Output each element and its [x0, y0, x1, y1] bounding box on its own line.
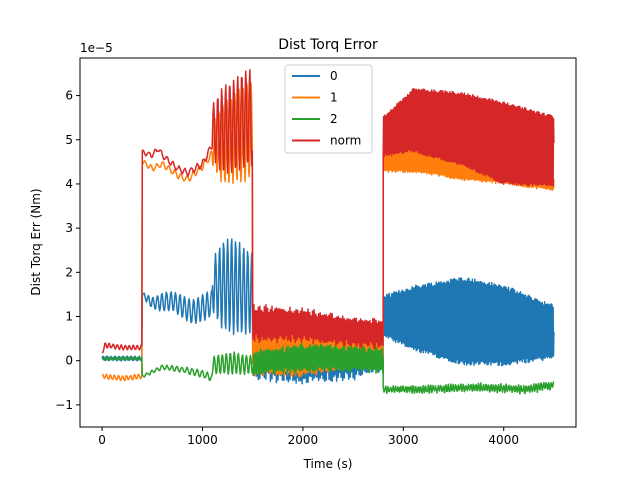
x-tick-label: 0 [98, 433, 106, 447]
y-tick-label: 3 [65, 221, 73, 235]
x-tick-label: 3000 [388, 433, 419, 447]
y-tick-label: 5 [65, 133, 73, 147]
legend: 0 1 2 norm [284, 64, 373, 154]
series-line-2 [101, 342, 555, 395]
y-offset-label: 1e−5 [80, 41, 113, 55]
x-tick-label: 2000 [288, 433, 319, 447]
legend-label-1: 1 [330, 91, 338, 105]
x-axis-label: Time (s) [303, 457, 353, 471]
y-tick-label: 0 [65, 354, 73, 368]
x-tick-label: 4000 [488, 433, 519, 447]
y-tick-label: 4 [65, 177, 73, 191]
plot-lines [101, 69, 555, 395]
x-ticks: 0 1000 2000 3000 4000 [98, 427, 519, 447]
y-ticks: −1 0 1 2 3 4 5 6 [55, 89, 80, 412]
axes-frame [79, 57, 577, 428]
y-tick-label: 6 [65, 89, 73, 103]
y-tick-label: −1 [55, 398, 73, 412]
y-tick-label: 2 [65, 265, 73, 279]
legend-frame [284, 64, 373, 154]
series-line-norm [101, 69, 555, 354]
chart-title: Dist Torq Error [278, 37, 378, 53]
x-tick-label: 1000 [187, 433, 218, 447]
y-tick-label: 1 [65, 310, 73, 324]
y-axis-label: Dist Torq Err (Nm) [29, 188, 43, 295]
legend-label-0: 0 [330, 69, 338, 83]
legend-label-2: 2 [330, 112, 338, 126]
legend-label-norm: norm [330, 134, 361, 148]
series-line-0 [101, 238, 555, 385]
